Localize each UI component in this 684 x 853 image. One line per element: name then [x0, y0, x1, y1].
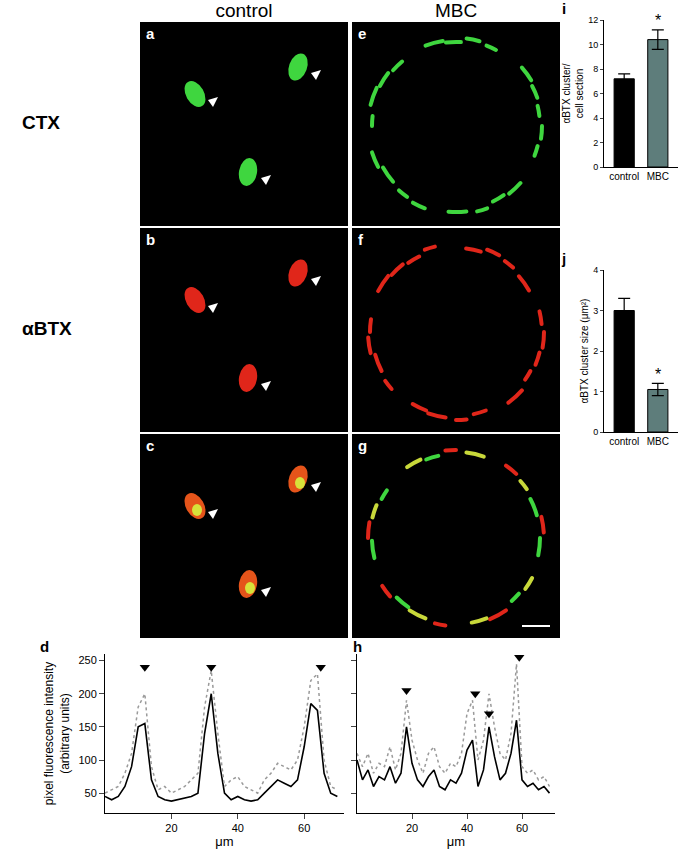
svg-text:12: 12: [588, 15, 598, 25]
svg-text:6: 6: [593, 89, 598, 99]
svg-text:60: 60: [298, 822, 310, 834]
svg-text:*: *: [655, 12, 661, 29]
svg-text:250: 250: [78, 654, 96, 666]
svg-text:1: 1: [593, 387, 598, 397]
svg-text:pixel fluorescence intensity(a: pixel fluorescence intensity(arbitrary u…: [42, 662, 72, 805]
html-text:g: g: [358, 437, 368, 454]
svg-text:2: 2: [593, 346, 598, 356]
svg-text:0: 0: [593, 427, 598, 437]
html-text:αBTX: αBTX: [22, 318, 72, 339]
html-text:c: c: [146, 437, 155, 454]
svg-text:40: 40: [232, 822, 244, 834]
html-text:b: b: [146, 231, 156, 248]
svg-text:4: 4: [593, 265, 598, 275]
svg-text:8: 8: [593, 64, 598, 74]
svg-text:4: 4: [593, 113, 598, 123]
html-text:f: f: [358, 231, 363, 248]
svg-text:αBTX cluster size (μm²): αBTX cluster size (μm²): [579, 299, 590, 404]
svg-text:40: 40: [461, 822, 473, 834]
svg-text:μm: μm: [215, 834, 233, 849]
svg-text:20: 20: [406, 822, 418, 834]
svg-text:αBTX cluster/cell section: αBTX cluster/cell section: [561, 63, 585, 123]
html-text:d: d: [40, 638, 50, 655]
html-text:h: h: [353, 638, 363, 655]
svg-text:MBC: MBC: [647, 436, 669, 447]
html-text:j: j: [562, 250, 567, 267]
svg-text:MBC: MBC: [647, 171, 669, 182]
svg-text:*: *: [655, 366, 661, 383]
svg-text:control: control: [609, 171, 639, 182]
svg-text:200: 200: [78, 688, 96, 700]
svg-text:2: 2: [593, 138, 598, 148]
svg-text:control: control: [609, 436, 639, 447]
svg-text:3: 3: [593, 306, 598, 316]
html-text:CTX: CTX: [22, 112, 60, 133]
svg-text:20: 20: [165, 822, 177, 834]
svg-text:60: 60: [516, 822, 528, 834]
svg-text:0: 0: [593, 162, 598, 172]
html-text:control: control: [215, 0, 273, 21]
svg-text:10: 10: [588, 40, 598, 50]
svg-text:50: 50: [85, 787, 97, 799]
html-text:e: e: [358, 25, 367, 42]
svg-text:150: 150: [78, 721, 96, 733]
html-text:i: i: [562, 0, 567, 17]
svg-text:100: 100: [78, 754, 96, 766]
html-text:a: a: [146, 25, 155, 42]
html-text:MBC: MBC: [434, 0, 478, 21]
svg-text:μm: μm: [447, 834, 465, 849]
